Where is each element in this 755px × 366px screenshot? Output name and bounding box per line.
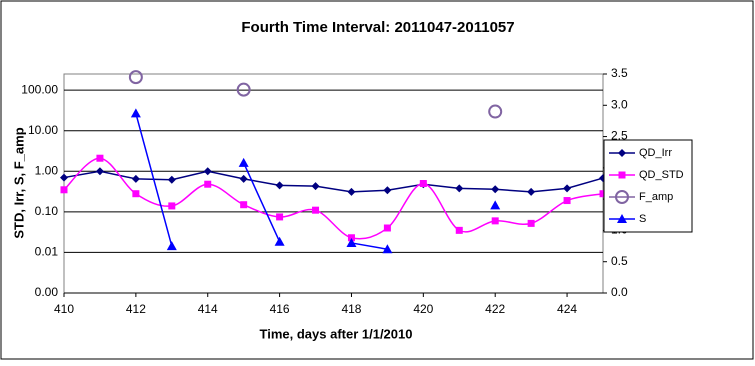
x-tick-label: 422 xyxy=(485,302,505,316)
y2-tick-label: 0.5 xyxy=(611,254,628,268)
point xyxy=(490,200,501,210)
point xyxy=(383,224,391,232)
point xyxy=(239,174,248,183)
point xyxy=(311,182,320,191)
point xyxy=(599,190,607,198)
y-tick-label: 1.00 xyxy=(35,163,59,177)
chart-title: Fourth Time Interval: 2011047-2011057 xyxy=(241,19,514,36)
point xyxy=(618,171,626,179)
legend-label: QD_STD xyxy=(639,169,684,181)
point xyxy=(527,219,535,227)
legend-box xyxy=(603,139,693,233)
point xyxy=(312,206,320,214)
legend-label: F_amp xyxy=(639,191,673,203)
point xyxy=(347,187,356,196)
point xyxy=(238,157,249,167)
point xyxy=(203,167,212,176)
point xyxy=(95,167,104,176)
x-tick-label: 420 xyxy=(413,302,433,316)
point xyxy=(455,226,463,234)
point xyxy=(419,180,427,187)
point xyxy=(167,175,176,184)
point xyxy=(131,174,140,183)
point xyxy=(491,185,500,194)
x-tick-label: 418 xyxy=(341,302,361,316)
point xyxy=(128,70,143,85)
point xyxy=(563,184,572,193)
point xyxy=(275,181,284,190)
point xyxy=(455,184,464,193)
point xyxy=(240,201,248,209)
point xyxy=(527,187,536,196)
point xyxy=(204,180,212,188)
y2-tick-label: 0.0 xyxy=(611,285,628,299)
y-axis-label: STD, Irr, S, F_amp xyxy=(11,127,26,238)
point xyxy=(130,108,141,118)
point xyxy=(615,190,629,204)
x-tick-label: 414 xyxy=(198,302,218,316)
y2-tick-label: 3.0 xyxy=(611,97,628,111)
point xyxy=(347,234,355,242)
point xyxy=(60,186,68,194)
point xyxy=(236,82,251,97)
point xyxy=(563,197,571,205)
point xyxy=(618,149,626,157)
y2-tick-label: 3.5 xyxy=(611,66,628,80)
legend-label: QD_Irr xyxy=(639,147,672,159)
point xyxy=(276,213,284,221)
y-tick-label: 0.01 xyxy=(35,245,59,259)
y-tick-label: 100.00 xyxy=(21,82,58,96)
point xyxy=(96,154,104,162)
series-line xyxy=(63,170,604,193)
y-tick-label: 0.00 xyxy=(35,285,59,299)
series-line xyxy=(63,157,604,240)
point xyxy=(382,244,393,254)
point xyxy=(346,237,357,247)
point xyxy=(166,241,177,251)
y2-tick-label: 2.5 xyxy=(611,129,628,143)
point xyxy=(617,214,627,223)
legend-label: S xyxy=(639,213,646,225)
y-tick-label: 0.10 xyxy=(35,204,59,218)
point xyxy=(488,104,503,119)
x-tick-label: 416 xyxy=(270,302,290,316)
x-tick-label: 410 xyxy=(54,302,74,316)
point xyxy=(168,202,176,210)
point xyxy=(274,236,285,246)
x-tick-label: 412 xyxy=(126,302,146,316)
point xyxy=(60,173,68,182)
x-tick-label: 424 xyxy=(557,302,577,316)
plot-area xyxy=(63,73,604,294)
x-axis-label: Time, days after 1/1/2010 xyxy=(260,326,413,341)
point xyxy=(383,186,392,195)
point xyxy=(132,190,140,198)
y-tick-label: 10.00 xyxy=(28,123,58,137)
point xyxy=(491,217,499,225)
